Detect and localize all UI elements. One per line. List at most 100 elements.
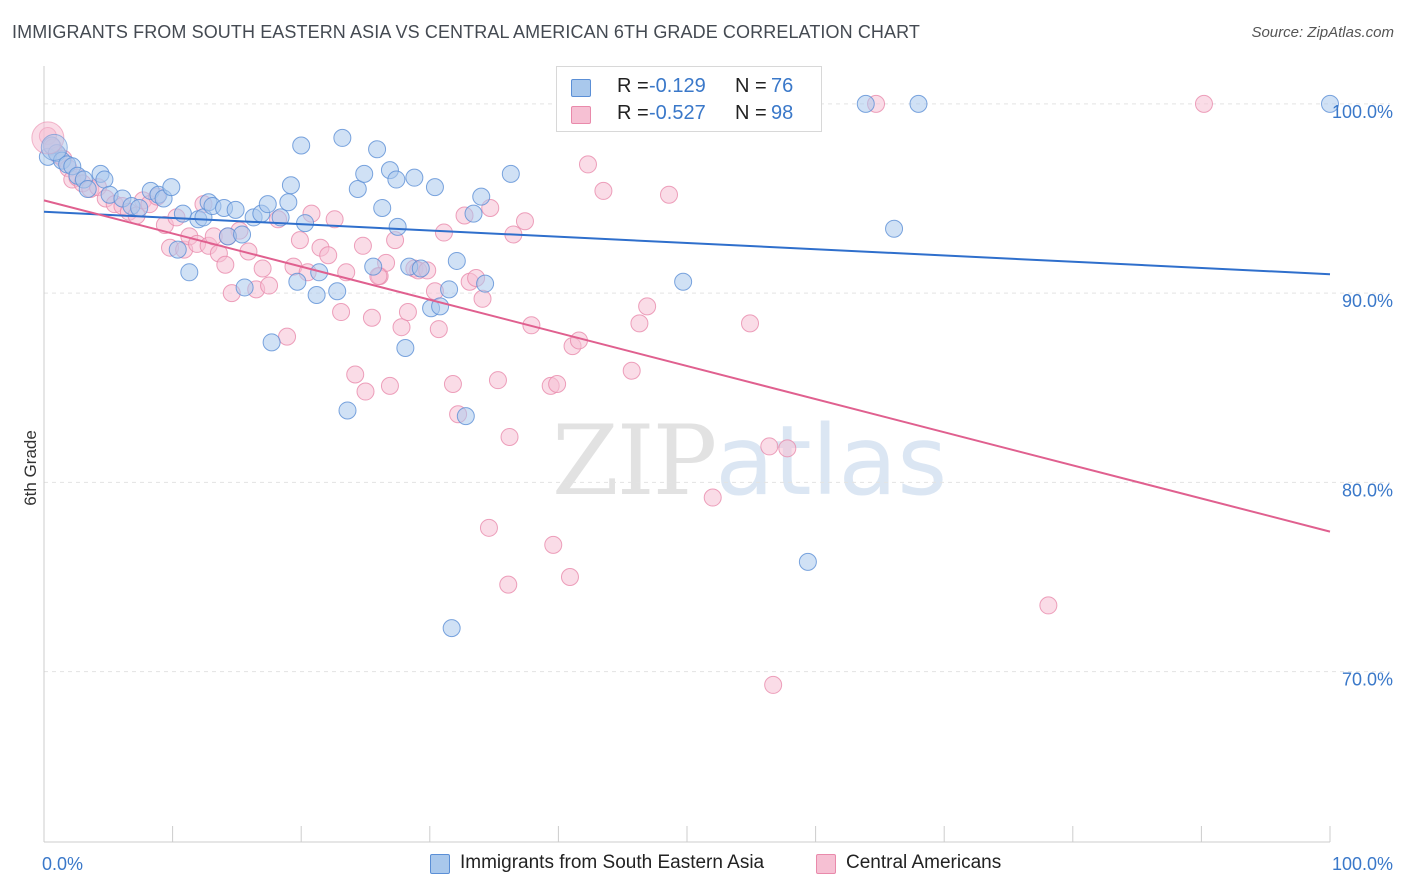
data-point-pink (325, 210, 344, 229)
data-point-blue (387, 170, 406, 189)
legend-swatch-pink (571, 106, 591, 124)
data-point-blue (95, 170, 114, 189)
data-point-pink (760, 437, 779, 456)
data-point-blue (338, 401, 357, 420)
data-point-pink (216, 255, 235, 274)
legend-r-label: R = (617, 102, 649, 124)
data-point-blue (288, 272, 307, 291)
data-point-pink (332, 303, 351, 322)
data-point-blue (292, 136, 311, 155)
data-point-pink (429, 320, 448, 339)
data-point-blue (279, 193, 298, 212)
legend-n-value: 76 (771, 75, 794, 97)
chart-title: IMMIGRANTS FROM SOUTH EASTERN ASIA VS CE… (12, 22, 920, 42)
series-legend: Immigrants from South Eastern Asia Centr… (0, 852, 1406, 878)
x-tick-label: 0.0% (42, 854, 83, 874)
data-point-pink (346, 365, 365, 384)
data-point-pink (392, 318, 411, 337)
data-point-blue (368, 140, 387, 159)
data-point-pink (778, 439, 797, 458)
data-point-pink (703, 488, 722, 507)
data-point-blue (405, 168, 424, 187)
legend-n-value: 98 (771, 102, 794, 124)
data-point-pink (488, 371, 507, 390)
data-point-pink (362, 308, 381, 327)
data-point-pink (500, 427, 519, 446)
legend-r-value: -0.129 (649, 75, 706, 97)
data-point-pink (560, 568, 579, 587)
data-point-blue (909, 94, 928, 113)
data-point-blue (472, 187, 491, 206)
y-tick-label: 100.0% (1332, 102, 1393, 122)
data-point-blue (180, 263, 199, 282)
data-point-pink (1194, 94, 1213, 113)
y-tick-label: 80.0% (1342, 480, 1393, 500)
data-point-blue (447, 251, 466, 270)
data-point-blue (281, 176, 300, 195)
data-point-blue (396, 339, 415, 358)
data-point-blue (411, 259, 430, 278)
data-point-blue (130, 198, 149, 217)
data-point-blue (258, 195, 277, 214)
data-point-pink (499, 575, 518, 594)
data-point-blue (364, 257, 383, 276)
trend-line-blue (43, 210, 1331, 276)
data-point-blue (307, 286, 326, 305)
series-label-blue: Immigrants from South Eastern Asia (460, 852, 765, 873)
series-swatch-blue (430, 854, 450, 874)
data-point-pink (741, 314, 760, 333)
data-point-pink (260, 276, 279, 295)
legend-r-value: -0.527 (649, 102, 706, 124)
data-point-blue (856, 94, 875, 113)
legend-row-blue: R = -0.129 N = 76 (557, 73, 821, 101)
legend-r-label: R = (617, 75, 649, 97)
x-tick-label: 100.0% (1332, 854, 1393, 874)
data-point-blue (226, 200, 245, 219)
y-axis-title: 6th Grade (21, 430, 40, 506)
data-point-blue (162, 178, 181, 197)
data-point-blue (355, 164, 374, 183)
data-point-blue (1321, 94, 1339, 113)
grid-lines (44, 103, 1390, 673)
data-point-pink (764, 675, 783, 694)
data-point-blue (388, 217, 407, 236)
data-point-pink (353, 236, 372, 255)
data-point-blue (235, 278, 254, 297)
data-point-blue (476, 274, 495, 293)
data-point-pink (544, 535, 563, 554)
data-point-blue (348, 180, 367, 199)
data-point-blue (310, 263, 329, 282)
data-point-blue (501, 164, 520, 183)
data-point-pink (659, 185, 678, 204)
data-point-blue (464, 204, 483, 223)
data-point-pink (594, 181, 613, 200)
legend-n-label: N = (735, 75, 767, 97)
data-point-blue (271, 208, 290, 227)
data-point-pink (479, 518, 498, 537)
data-point-pink (253, 259, 272, 278)
data-point-pink (356, 382, 375, 401)
trend-line-pink (43, 199, 1331, 533)
source-credit: Source: ZipAtlas.com (1251, 24, 1394, 41)
data-point-blue (373, 198, 392, 217)
data-point-blue (798, 552, 817, 571)
data-point-blue (40, 133, 68, 161)
data-point-pink (630, 314, 649, 333)
data-point-pink (278, 327, 297, 346)
data-point-pink (578, 155, 597, 174)
watermark-zip: ZIP (552, 405, 717, 517)
data-point-pink (434, 223, 453, 242)
trend-lines (43, 199, 1331, 533)
legend-row-pink: R = -0.527 N = 98 (557, 100, 821, 128)
data-point-blue (425, 178, 444, 197)
data-point-pink (515, 212, 534, 231)
data-point-blue (333, 128, 352, 147)
data-point-pink (319, 246, 338, 265)
y-tick-label: 90.0% (1342, 291, 1393, 311)
data-point-pink (398, 303, 417, 322)
data-point-blue (78, 180, 97, 199)
data-point-blue (440, 280, 459, 299)
data-point-pink (290, 231, 309, 250)
series-swatch-pink (816, 854, 836, 874)
